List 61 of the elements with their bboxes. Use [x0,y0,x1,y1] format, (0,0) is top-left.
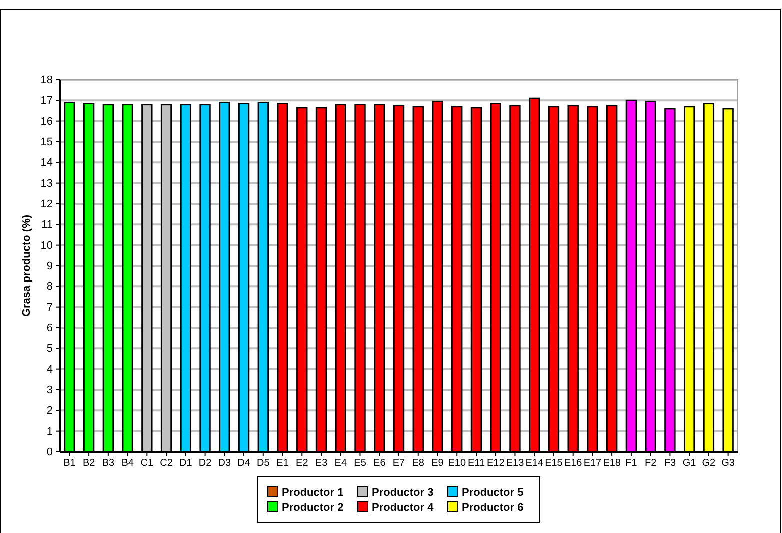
y-tick-label: 17 [40,95,53,108]
x-tick-label: B2 [82,458,96,470]
y-tick-label: 12 [40,198,53,211]
x-tick-label: F1 [626,458,638,470]
x-tick-label: E4 [334,458,348,470]
y-tick-label: 7 [46,302,53,314]
legend-label: Productor 1 [282,487,344,499]
x-tick-label: E6 [374,458,386,470]
x-tick-label: D4 [238,458,251,470]
legend-label: Productor 5 [462,487,524,499]
x-tick-label: E18 [603,458,622,470]
y-tick-label: 8 [46,281,53,294]
x-tick-label: D2 [198,458,212,470]
y-tick-label: 10 [40,240,53,252]
y-tick-label: 9 [46,260,53,273]
y-tick-label: 0 [46,446,53,459]
y-axis-title: Grasa producto (%) [21,214,33,318]
y-tick-label: 2 [46,405,53,418]
y-tick-label: 14 [40,157,53,170]
x-tick-label: G3 [722,458,736,470]
x-tick-label: E13 [506,458,525,470]
y-tick-label: 16 [40,116,53,128]
x-tick-label: E2 [296,458,309,470]
y-tick-label: 13 [40,178,53,190]
x-tick-label: G1 [682,458,697,470]
x-tick-label: C2 [160,458,174,470]
y-tick-label: 1 [46,426,53,438]
x-tick-label: F3 [664,458,676,470]
y-tick-label: 4 [46,364,53,376]
x-tick-label: E5 [354,458,367,470]
y-tick-label: 18 [40,74,53,87]
x-tick-label: F2 [644,458,658,470]
y-tick-label: 6 [46,322,53,335]
x-tick-label: E15 [545,458,564,470]
x-tick-label: B4 [122,458,134,470]
x-tick-label: C1 [140,458,154,470]
x-tick-label: G2 [702,458,716,470]
x-tick-label: E8 [412,458,425,470]
y-tick-label: 11 [42,219,53,232]
legend-label: Productor 2 [282,502,344,514]
x-tick-label: E1 [276,458,290,470]
y-tick-label: 15 [40,136,53,149]
x-tick-label: E16 [564,458,583,470]
x-tick-label: D1 [180,458,193,470]
x-tick-label: B3 [102,458,115,470]
y-tick-label: 3 [46,384,53,397]
y-tick-label: 5 [46,343,53,356]
x-tick-label: E17 [584,458,602,470]
x-tick-label: D5 [257,458,270,470]
legend-label: Productor 6 [462,502,524,514]
x-tick-label: E3 [315,458,328,470]
x-tick-label: D3 [218,458,232,470]
legend-label: Productor 3 [372,487,434,499]
x-tick-label: E7 [392,458,406,470]
x-tick-label: E10 [448,458,466,470]
x-tick-label: E12 [486,458,506,470]
legend-label: Productor 4 [372,502,435,514]
x-tick-label: B1 [64,458,76,470]
x-tick-label: E14 [526,458,544,470]
x-tick-label: E9 [432,458,444,470]
x-tick-label: E11 [468,458,486,470]
